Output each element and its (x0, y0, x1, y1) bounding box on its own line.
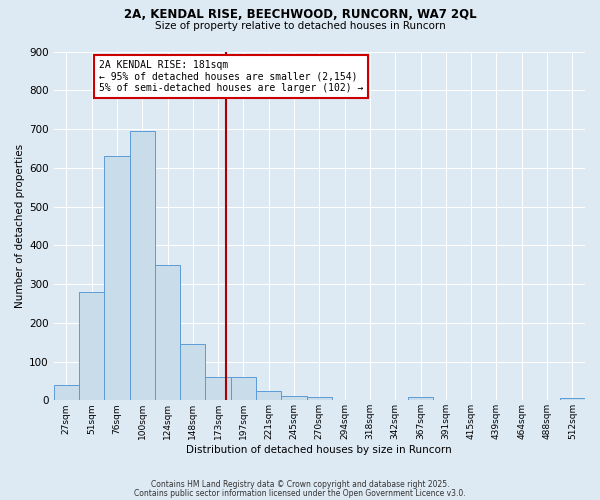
Text: Contains HM Land Registry data © Crown copyright and database right 2025.: Contains HM Land Registry data © Crown c… (151, 480, 449, 489)
Text: Contains public sector information licensed under the Open Government Licence v3: Contains public sector information licen… (134, 488, 466, 498)
Bar (205, 377, 231, 400)
Bar (53, 385, 79, 400)
Bar (130, 131, 155, 400)
X-axis label: Distribution of detached houses by size in Runcorn: Distribution of detached houses by size … (187, 445, 452, 455)
Text: 2A, KENDAL RISE, BEECHWOOD, RUNCORN, WA7 2QL: 2A, KENDAL RISE, BEECHWOOD, RUNCORN, WA7… (124, 8, 476, 20)
Bar (256, 390, 281, 400)
Bar (560, 398, 585, 400)
Bar (180, 344, 205, 401)
Bar (104, 156, 130, 400)
Text: Size of property relative to detached houses in Runcorn: Size of property relative to detached ho… (155, 21, 445, 31)
Y-axis label: Number of detached properties: Number of detached properties (15, 144, 25, 308)
Bar (231, 377, 256, 400)
Bar (408, 397, 433, 400)
Bar (155, 264, 180, 400)
Bar (79, 292, 104, 401)
Bar (307, 397, 332, 400)
Bar (281, 396, 307, 400)
Text: 2A KENDAL RISE: 181sqm
← 95% of detached houses are smaller (2,154)
5% of semi-d: 2A KENDAL RISE: 181sqm ← 95% of detached… (99, 60, 363, 94)
